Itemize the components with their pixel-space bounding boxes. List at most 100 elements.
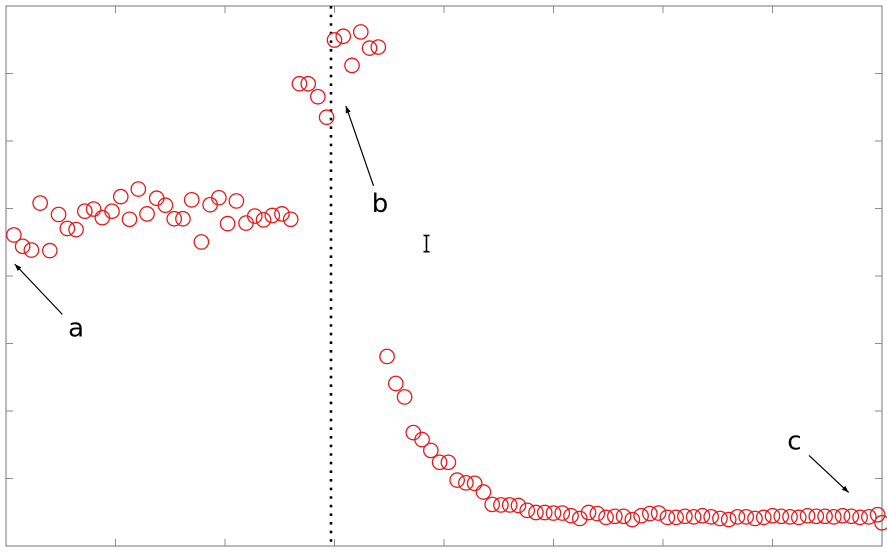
data-point	[310, 88, 326, 105]
annotations: a b c	[14, 105, 850, 493]
data-point	[32, 195, 49, 211]
data-point	[449, 472, 465, 488]
annotation-arrow-b	[345, 105, 375, 187]
data-point	[861, 508, 877, 525]
data-point	[852, 509, 868, 526]
data-point	[59, 220, 76, 237]
data-point	[501, 497, 518, 513]
data-point	[458, 474, 474, 491]
data-point	[14, 238, 31, 255]
data-point	[255, 211, 272, 228]
data-point	[274, 206, 290, 222]
data-point	[68, 221, 84, 238]
data-point	[633, 507, 649, 524]
data-point	[799, 507, 816, 524]
annotation-arrow-a	[14, 263, 63, 315]
data-point	[246, 208, 263, 224]
data-point	[475, 484, 492, 500]
annotation-arrowhead-c	[841, 485, 849, 493]
error-bar	[423, 234, 430, 253]
data-point	[738, 508, 755, 525]
data-point	[484, 496, 501, 513]
data-point	[387, 375, 404, 392]
data-point	[431, 454, 448, 471]
annotation-label-c: c	[787, 426, 801, 456]
data-point	[318, 109, 335, 126]
data-point	[615, 508, 632, 525]
data-point	[817, 508, 833, 525]
data-points	[6, 24, 887, 531]
annotation-arrowhead-b	[345, 105, 351, 114]
data-point	[528, 504, 544, 521]
data-point	[782, 508, 798, 525]
data-point	[703, 508, 720, 525]
data-point	[85, 201, 102, 217]
data-point	[589, 505, 606, 522]
data-point	[874, 514, 887, 531]
data-point	[112, 188, 129, 205]
data-point	[76, 203, 93, 220]
annotation-label-b: b	[372, 189, 389, 219]
data-point	[211, 189, 227, 206]
data-point	[335, 28, 352, 45]
data-point	[659, 509, 676, 526]
data-point	[843, 508, 860, 525]
data-point	[282, 211, 299, 228]
data-point	[228, 193, 245, 209]
data-point	[466, 475, 483, 492]
data-point	[729, 508, 746, 525]
data-point	[668, 509, 684, 526]
data-point	[510, 497, 527, 514]
data-point	[580, 504, 597, 521]
data-point	[677, 508, 693, 525]
data-point	[175, 210, 191, 227]
data-point	[642, 505, 658, 522]
data-point	[624, 511, 641, 528]
data-point	[720, 511, 737, 528]
data-point	[130, 181, 147, 197]
data-point	[41, 242, 58, 259]
data-point	[519, 502, 536, 519]
plot-frame	[5, 5, 883, 547]
data-point	[361, 40, 378, 56]
annotation-arrow-c	[808, 454, 850, 493]
data-point	[414, 431, 430, 448]
data-point	[834, 507, 851, 524]
annotation-label-a: a	[68, 313, 84, 343]
data-point	[764, 507, 781, 524]
data-point	[598, 509, 614, 526]
data-point	[157, 197, 174, 214]
data-point	[545, 505, 562, 521]
data-point	[396, 389, 413, 405]
data-point	[193, 234, 210, 250]
data-point	[121, 211, 138, 228]
data-point	[6, 227, 22, 243]
data-point	[370, 39, 387, 55]
data-point	[773, 508, 790, 525]
data-point	[264, 207, 281, 224]
data-point	[712, 510, 728, 527]
data-point	[440, 454, 457, 471]
data-point	[423, 442, 439, 459]
data-point	[379, 348, 395, 365]
data-point	[183, 192, 200, 208]
data-point	[694, 507, 711, 524]
data-point	[606, 508, 623, 525]
data-point	[493, 497, 509, 513]
data-point	[536, 504, 553, 521]
data-point	[563, 507, 579, 524]
data-point	[104, 203, 120, 220]
data-point	[685, 508, 702, 525]
data-point	[326, 32, 343, 48]
data-point	[571, 510, 588, 527]
data-point	[139, 206, 155, 222]
data-point	[790, 509, 807, 526]
data-point	[23, 242, 40, 258]
data-point	[808, 508, 825, 525]
data-point	[219, 215, 236, 232]
data-point	[755, 509, 772, 526]
data-point	[869, 506, 886, 523]
axis-ticks	[6, 6, 882, 546]
data-point	[166, 210, 183, 227]
